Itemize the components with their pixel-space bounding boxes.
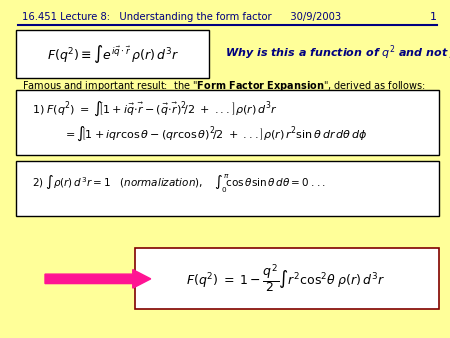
- Text: $F(q^2) \equiv \int e^{i\vec{q}\cdot\vec{r}}\, \rho(r)\, d^3r$: $F(q^2) \equiv \int e^{i\vec{q}\cdot\vec…: [47, 43, 178, 65]
- Text: 16.451 Lecture 8:   Understanding the form factor      30/9/2003: 16.451 Lecture 8: Understanding the form…: [22, 12, 342, 22]
- FancyArrow shape: [45, 270, 151, 288]
- FancyBboxPatch shape: [16, 90, 439, 155]
- Text: $1)\; F(q^2) \;=\; \int\!\!\left[1 + i\vec{q}\!\cdot\!\vec{r} - (\vec{q}\!\cdot\: $1)\; F(q^2) \;=\; \int\!\!\left[1 + i\v…: [32, 100, 277, 118]
- Text: 1: 1: [429, 12, 436, 22]
- FancyBboxPatch shape: [16, 30, 209, 78]
- Text: $F(q^2) \;=\; 1 - \dfrac{q^2}{2}\int r^2\cos^2\!\theta\;\rho(r)\,d^3r$: $F(q^2) \;=\; 1 - \dfrac{q^2}{2}\int r^2…: [186, 263, 385, 295]
- FancyBboxPatch shape: [135, 248, 439, 309]
- FancyBboxPatch shape: [16, 161, 439, 216]
- Text: $= \int\!\!\left[1 + iqr\cos\theta - (qr\cos\theta)^2\!/2 \;+\; ...\right]\rho(r: $= \int\!\!\left[1 + iqr\cos\theta - (qr…: [63, 124, 367, 143]
- Text: $2)\; \int \rho(r)\,d^3r = 1$   $\mathit{(normalization)},$$\quad \int_0^{\pi}\!: $2)\; \int \rho(r)\,d^3r = 1$ $\mathit{(…: [32, 173, 325, 195]
- Text: Why is this a function of $q^2$ and not just $q$?: Why is this a function of $q^2$ and not …: [225, 44, 450, 63]
- Text: Famous and important result:  the "$\mathbf{Form\ Factor\ Expansion}$", derived : Famous and important result: the "$\math…: [22, 79, 426, 93]
